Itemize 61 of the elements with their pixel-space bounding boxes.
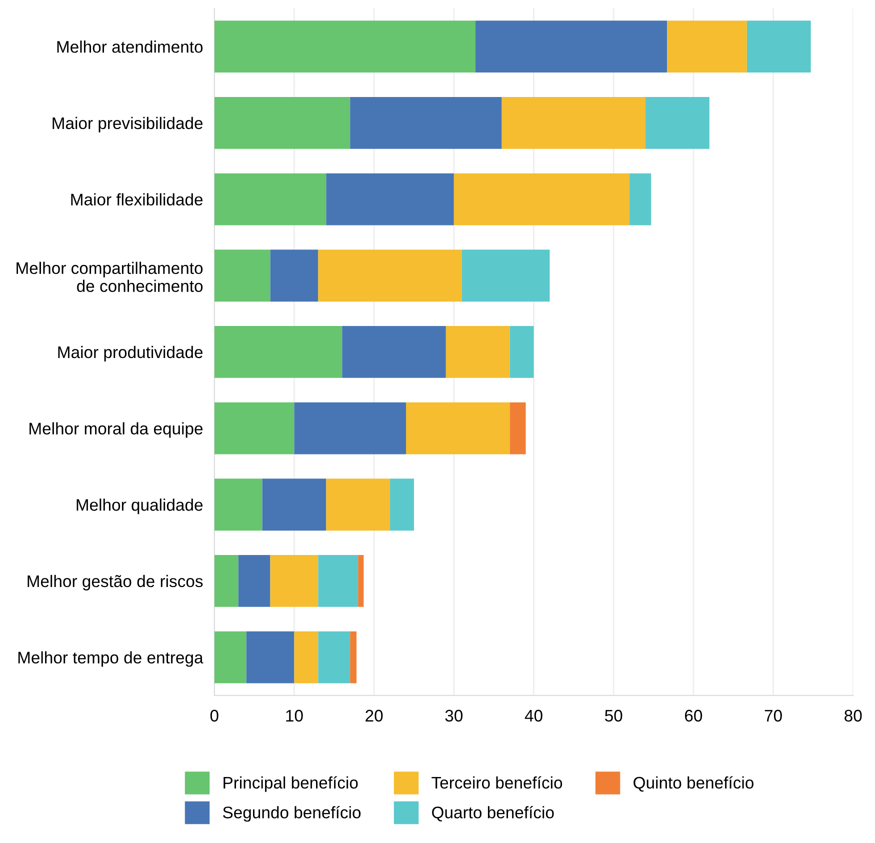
bar	[214, 402, 294, 454]
y-tick-label: Maior flexibilidade	[71, 193, 203, 206]
y-tick-label: Maior produtividade	[58, 346, 203, 362]
bar	[214, 96, 350, 149]
legend-label: Quarto benefício	[432, 806, 554, 822]
y-tick-label: Melhor tempo de entrega	[18, 651, 204, 667]
bar	[462, 250, 550, 302]
bar	[326, 478, 390, 531]
bar	[318, 631, 350, 684]
legend-label: Principal benefício	[224, 776, 358, 792]
x-tick-label: 10	[286, 710, 303, 722]
x-tick-label: 50	[604, 710, 622, 722]
bar	[318, 250, 462, 302]
bar	[238, 555, 270, 607]
bar	[646, 96, 710, 149]
bar	[214, 20, 476, 73]
bar	[326, 173, 454, 226]
x-tick-label: 40	[524, 710, 542, 722]
bar	[270, 555, 318, 607]
bar	[667, 20, 747, 73]
bar	[358, 555, 364, 607]
bar	[454, 173, 630, 226]
x-tick-label: 30	[445, 710, 463, 722]
bar	[270, 250, 318, 302]
bar	[214, 478, 262, 531]
bar	[510, 326, 534, 378]
bar	[510, 402, 526, 454]
bar	[214, 326, 342, 378]
x-tick-label: 80	[844, 710, 862, 722]
bar	[350, 631, 356, 684]
y-tick-label: Melhor qualidade	[76, 498, 203, 514]
bar	[214, 173, 326, 226]
bar	[214, 631, 246, 684]
bar	[350, 96, 502, 149]
y-tick-label: Maior previsibilidade	[52, 116, 203, 132]
bar	[502, 96, 646, 149]
y-tick-label: Melhor moral da equipe	[30, 422, 203, 438]
y-tick-label: Melhor gestão de riscos	[28, 574, 203, 590]
bar	[318, 555, 358, 607]
x-tick-label: 70	[764, 710, 782, 722]
bar	[214, 250, 270, 302]
bar	[214, 555, 238, 607]
bar	[630, 173, 652, 226]
bar	[446, 326, 510, 378]
bar	[406, 402, 510, 454]
bar	[246, 631, 294, 684]
bar	[390, 478, 414, 531]
bar	[294, 402, 406, 454]
x-tick-label: 60	[685, 710, 702, 722]
x-tick-label: 20	[366, 710, 383, 722]
y-tick-label: Melhor compartilhamento de conhecimento	[16, 262, 203, 292]
y-tick-label: Melhor atendimento	[57, 40, 203, 53]
x-tick-label: 0	[210, 710, 218, 722]
legend-label: Segundo benefício	[223, 806, 361, 822]
bar	[262, 478, 326, 531]
legend-label: Quinto benefício	[634, 776, 754, 792]
legend-label: Terceiro benefício	[432, 776, 562, 789]
bar	[475, 20, 668, 73]
bar	[342, 326, 446, 378]
bar	[294, 631, 318, 684]
bar	[746, 20, 811, 73]
